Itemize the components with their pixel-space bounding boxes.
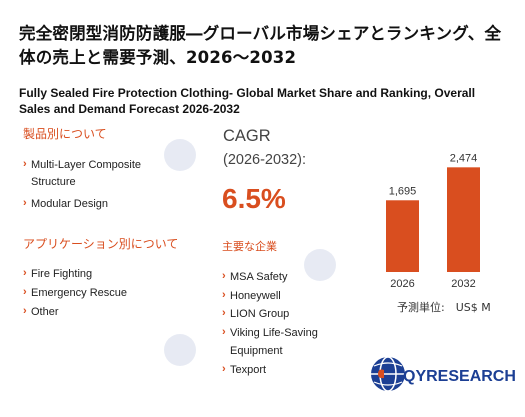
qyresearch-logo: QYRESEARCH [370, 348, 516, 400]
page-title-japanese: 完全密閉型消防防護服―グローバル市場シェアとランキング、全体の売上と需要予測、2… [19, 24, 502, 67]
application-item: Fire Fighting [23, 264, 183, 284]
globe-icon [371, 356, 405, 392]
watermark-logo [164, 334, 196, 366]
application-item: Other [23, 302, 183, 322]
company-item: Texport [222, 360, 362, 380]
bar-2026 [386, 200, 419, 272]
bar-value-label: 2,474 [450, 152, 478, 164]
company-item-label: Honeywell [230, 289, 281, 302]
company-list: MSA Safety Honeywell LION Group Viking L… [222, 267, 362, 380]
company-item: LION Group [222, 304, 362, 324]
product-item-label: Multi-Layer Composite Structure [31, 159, 142, 188]
company-item: Honeywell [222, 286, 362, 306]
product-item: Multi-Layer Composite Structure [23, 156, 183, 191]
application-section-heading: アプリケーション別について [23, 237, 179, 251]
company-item-label: Texport [230, 363, 267, 376]
application-item: Emergency Rescue [23, 283, 183, 303]
page-title-english: Fully Sealed Fire Protection Clothing- G… [19, 86, 476, 116]
company-item-label: LION Group [230, 308, 290, 320]
forecast-unit-label: 予測単位: US$ M [397, 301, 491, 314]
application-item-label: Other [31, 306, 59, 318]
x-tick-label: 2026 [390, 278, 414, 290]
cagr-value: 6.5% [222, 183, 286, 214]
cagr-label: CAGR [223, 127, 271, 145]
cagr-period: (2026-2032): [223, 152, 307, 168]
application-item-label: Emergency Rescue [31, 287, 127, 299]
product-section-heading: 製品別について [23, 127, 107, 141]
bar-value-label: 1,695 [389, 185, 417, 197]
application-item-label: Fire Fighting [31, 268, 93, 280]
company-item-label: MSA Safety [230, 271, 288, 283]
product-item-label: Modular Design [31, 198, 109, 210]
product-item: Modular Design [23, 195, 183, 213]
product-list: Multi-Layer Composite Structure Modular … [23, 156, 183, 213]
company-item: Viking Life-Saving Equipment [222, 323, 362, 361]
x-tick-label: 2032 [451, 278, 475, 290]
bar-chart: 1,695 2026 2,474 2032 [386, 152, 480, 290]
company-item: MSA Safety [222, 267, 362, 287]
company-item-label: Viking Life-Saving Equipment [230, 326, 318, 358]
logo-wordmark: QYRESEARCH [403, 368, 516, 385]
application-list: Fire Fighting Emergency Rescue Other [23, 264, 183, 322]
bar-2032 [447, 167, 480, 272]
companies-heading: 主要な企業 [222, 240, 277, 253]
